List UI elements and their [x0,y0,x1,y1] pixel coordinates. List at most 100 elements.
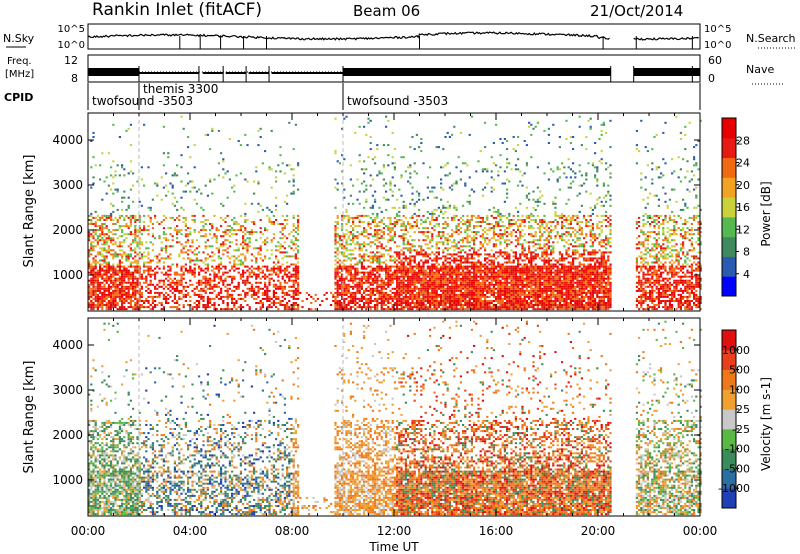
echo-cell [171,239,174,242]
echo-cell [442,188,445,191]
echo-cell [127,255,130,258]
echo-cell [96,275,99,278]
echo-cell [398,302,401,304]
echo-cell [365,281,368,284]
echo-cell [88,306,91,309]
echo-cell [125,233,128,236]
echo-cell [380,281,383,284]
echo-cell [349,233,352,236]
echo-cell [484,263,487,266]
echo-cell [107,271,110,274]
echo-cell [437,287,440,290]
echo-cell [222,249,225,252]
echo-cell [226,293,229,296]
echo-cell [422,295,425,298]
echo-cell [453,241,456,244]
echo-cell [228,275,231,278]
echo-cell [477,231,480,234]
echo-cell [486,214,489,217]
echo-cell [191,269,194,272]
echo-cell [220,235,223,238]
echo-cell [272,267,275,270]
echo-cell [239,243,242,246]
echo-cell [433,253,436,256]
echo-cell [470,291,473,294]
echo-cell [468,225,471,228]
echo-cell [281,162,284,165]
echo-cell [233,255,236,258]
echo-cell [497,225,500,228]
echo-cell [398,245,401,248]
echo-cell [415,295,418,298]
echo-cell [112,176,115,179]
echo-cell [301,306,304,309]
echo-cell [178,297,181,300]
echo-cell [413,297,416,300]
echo-cell [451,219,454,221]
echo-cell [154,214,157,217]
echo-cell [459,178,462,181]
echo-cell [187,271,190,274]
echo-cell [376,251,379,254]
echo-cell [398,206,401,209]
echo-cell [132,289,135,292]
echo-cell [198,231,201,234]
echo-cell [248,231,251,234]
echo-cell [294,281,297,284]
echo-cell [435,219,438,221]
echo-cell [92,261,95,264]
echo-cell [442,269,445,272]
echo-cell [376,302,379,304]
echo-cell [374,297,377,300]
echo-cell [415,281,418,284]
echo-cell [217,297,220,300]
echo-cell [125,308,128,311]
echo-cell [363,267,366,270]
echo-cell [123,275,126,278]
echo-cell [154,300,157,302]
echo-cell [413,245,416,248]
echo-cell [88,237,91,240]
echo-cell [488,304,491,306]
echo-cell [286,267,289,270]
echo-cell [352,253,355,256]
echo-cell [444,289,447,292]
echo-cell [123,168,126,171]
echo-cell [176,216,179,219]
echo-cell [173,229,176,232]
echo-cell [451,188,454,191]
echo-cell [90,269,93,272]
echo-cell [473,279,476,282]
echo-cell [453,279,456,282]
echo-cell [402,243,405,246]
echo-cell [473,281,476,284]
echo-cell [385,125,388,128]
echo-cell [435,243,438,246]
echo-cell [101,237,104,240]
echo-cell [484,283,487,286]
echo-cell [345,267,348,270]
echo-cell [442,231,445,234]
echo-cell [132,295,135,298]
freq-band [88,68,139,76]
echo-cell [499,212,502,215]
echo-cell [297,308,300,311]
echo-cell [264,297,267,300]
echo-cell [492,235,495,238]
echo-cell [501,263,504,266]
cpid-name: twofsound -3503 [92,94,193,108]
echo-cell [376,289,379,292]
echo-cell [431,273,434,276]
echo-cell [162,281,165,284]
echo-cell [473,277,476,280]
echo-cell [455,306,458,309]
echo-cell [400,253,403,256]
echo-cell [387,279,390,282]
echo-cell [363,160,366,163]
echo-cell [422,271,425,274]
echo-cell [477,302,480,304]
echo-cell [378,267,381,270]
echo-cell [105,249,108,252]
echo-cell [486,233,489,236]
echo-cell [167,255,170,258]
